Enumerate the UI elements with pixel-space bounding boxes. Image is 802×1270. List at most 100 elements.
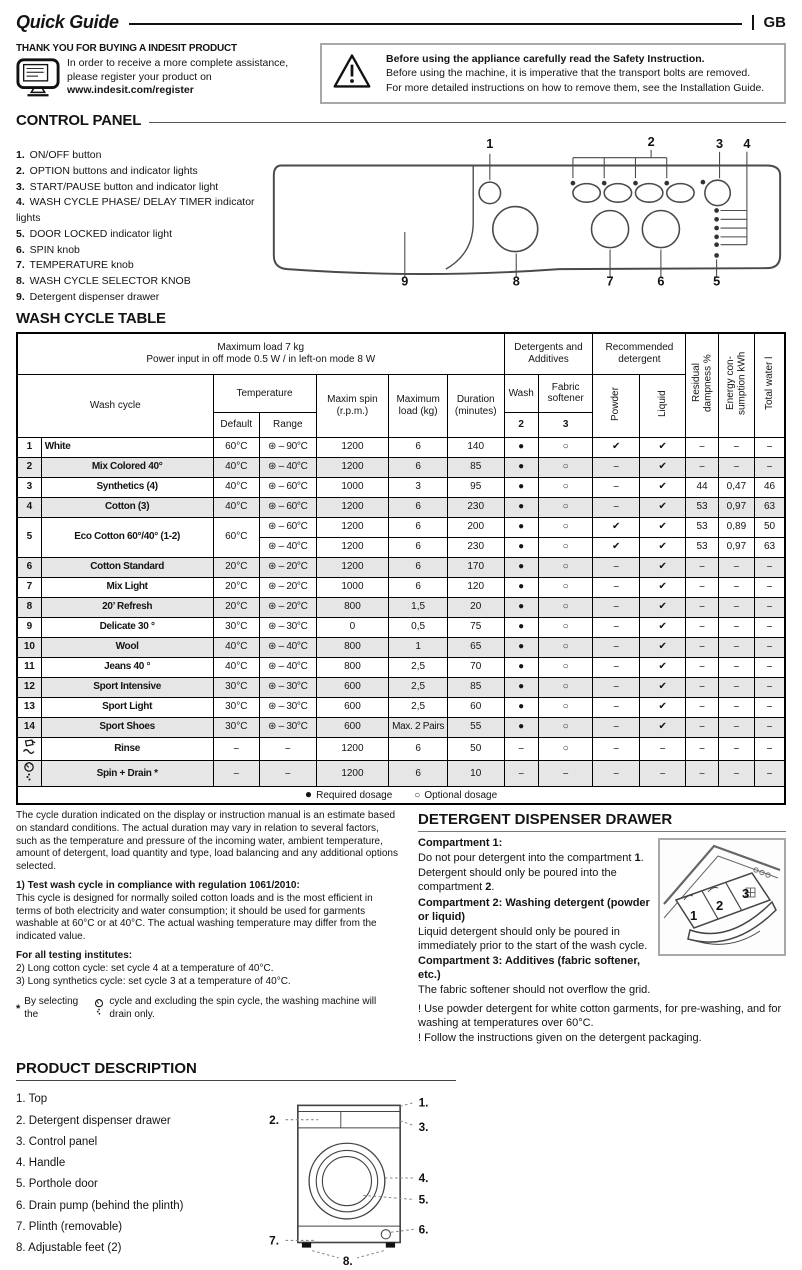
long-cotton-note: 2) Long cotton cycle: set cycle 4 at a t… xyxy=(16,962,274,974)
cycle-number-cell: 1 xyxy=(16,436,42,458)
wash-header: Wash xyxy=(503,374,539,413)
table-cell: 85 xyxy=(446,456,505,478)
control-panel-drawing: 1 2 3 4 9 8 7 6 5 xyxy=(272,135,782,289)
default-temp-cell: 30°C xyxy=(212,716,260,738)
drawer-label-2: 2 xyxy=(716,898,723,913)
table-cell: – xyxy=(592,616,640,638)
cycle-name-cell: Sport Shoes xyxy=(40,716,214,738)
table-cell: 0,5 xyxy=(388,616,448,638)
table-cell: 1200 xyxy=(315,760,390,787)
table-cell: ✔ xyxy=(638,696,687,718)
compartment2-text: Liquid detergent should only be poured i… xyxy=(418,925,648,952)
table-cell: ⊛ – 30°C xyxy=(258,616,317,638)
table-cell: 1 xyxy=(388,636,448,658)
table-cell: 1200 xyxy=(315,456,390,478)
table-cell: – xyxy=(685,760,719,787)
compartment1-line2: Detergent should only be poured into the… xyxy=(418,867,617,894)
table-cell: ○ xyxy=(537,476,594,498)
table-cell: ✔ xyxy=(638,516,687,538)
warning-triangle-icon xyxy=(332,52,372,95)
product-list-item: 7. Plinth (removable) xyxy=(16,1220,123,1233)
table-cell: – xyxy=(754,576,786,598)
table-cell: – xyxy=(592,476,640,498)
cycle-name-cell: Cotton Standard xyxy=(40,556,214,578)
table-cell: ✔ xyxy=(638,536,687,558)
panel-callout-5: 5 xyxy=(713,275,720,286)
table-cell: 2,5 xyxy=(388,676,448,698)
cycle-name-cell: Cotton (3) xyxy=(40,496,214,518)
spin-drain-icon xyxy=(24,762,35,781)
table-cell: 600 xyxy=(315,716,390,738)
table-cell: – xyxy=(592,636,640,658)
residual-dampness-header: Residual dampness % xyxy=(685,332,719,438)
table-cell: ⊛ – 20°C xyxy=(258,556,317,578)
table-cell: – xyxy=(592,716,640,738)
max-load-note: Maximum load 7 kg xyxy=(217,342,305,354)
table-cell: 2,5 xyxy=(388,656,448,678)
section-rule xyxy=(149,121,786,123)
table-cell: ✔ xyxy=(638,496,687,518)
table-cell: 230 xyxy=(446,496,505,518)
table-cell: 53 xyxy=(685,516,719,538)
default-temp-cell: 40°C xyxy=(212,476,260,498)
total-water-header: Total water l xyxy=(754,332,786,438)
control-panel-list-item: 1. ON/OFF button xyxy=(16,149,102,161)
drain-note-suffix: cycle and excluding the spin cycle, the … xyxy=(109,996,377,1021)
regulation-note-text: This cycle is designed for normally soil… xyxy=(16,892,377,943)
table-cell: – xyxy=(258,736,317,761)
table-cell: – xyxy=(685,576,719,598)
control-panel-list-item: 6. SPIN knob xyxy=(16,243,80,256)
table-cell: 200 xyxy=(446,516,505,538)
cycle-number-cell: 7 xyxy=(16,576,42,598)
cycle-number-cell: 3 xyxy=(16,476,42,498)
panel-callout-9: 9 xyxy=(401,275,408,286)
register-link: www.indesit.com/register xyxy=(67,84,194,97)
long-synthetics-note: 3) Long synthetics cycle: set cycle 3 at… xyxy=(16,975,291,987)
panel-callout-6: 6 xyxy=(657,275,664,286)
table-cell: ⊛ – 40°C xyxy=(258,456,317,478)
register-monitor-icon xyxy=(16,57,60,104)
warning-line3: For more detailed instructions on how to… xyxy=(386,81,765,94)
product-description-title: PRODUCT DESCRIPTION xyxy=(16,1060,456,1082)
thanks-text: In order to receive a more complete assi… xyxy=(67,57,288,104)
drain-note-prefix: By selecting the xyxy=(24,996,79,1021)
table-cell: 44 xyxy=(685,476,719,498)
table-cell: 0,89 xyxy=(717,516,756,538)
table-cell: 6 xyxy=(388,576,448,598)
table-cell: 1200 xyxy=(315,736,390,761)
washer-callout-2: 2. xyxy=(269,1114,279,1127)
table-cell: 70 xyxy=(446,656,505,678)
table-cell: 120 xyxy=(446,576,505,598)
table-cell: 65 xyxy=(446,636,505,658)
default-temp-cell: 40°C xyxy=(212,656,260,678)
table-cell: ⊛ – 60°C xyxy=(258,496,317,518)
max-load-header: Maximum load (kg) xyxy=(388,374,448,438)
wash-cycle-row: 7 Mix Light 20°C ⊛ – 20°C 1000 6 120 ● ○ – ✔ – – – xyxy=(16,576,786,598)
table-cell: ● xyxy=(503,496,539,518)
cycle-number-cell: 8 xyxy=(16,596,42,618)
table-cell: ● xyxy=(503,516,539,538)
table-cell: 1200 xyxy=(315,536,390,558)
table-cell: ⊛ – 30°C xyxy=(258,716,317,738)
rinse-icon xyxy=(22,738,36,754)
default-temp-cell: 40°C xyxy=(212,456,260,478)
thanks-line1: In order to receive a more complete assi… xyxy=(67,57,289,69)
cycle-number-cell: 11 xyxy=(16,656,42,678)
table-cell: ○ xyxy=(537,676,594,698)
table-cell: ✔ xyxy=(638,636,687,658)
warning-bold-line: Before using the appliance carefully rea… xyxy=(386,53,705,66)
default-temp-cell: 30°C xyxy=(212,696,260,718)
table-cell: ✔ xyxy=(638,716,687,738)
table-cell: 46 xyxy=(754,476,786,498)
table-cell: ● xyxy=(503,636,539,658)
table-cell: 140 xyxy=(446,436,505,458)
drain-only-note: * By selecting the cycle and excluding t… xyxy=(16,996,400,1022)
table-cell: – xyxy=(592,556,640,578)
table-cell: ○ xyxy=(537,636,594,658)
table-cell: – xyxy=(717,696,756,718)
table-cell: ○ xyxy=(537,436,594,458)
table-cell: – xyxy=(754,636,786,658)
washer-callout-8: 8. xyxy=(343,1255,353,1265)
table-cell: 63 xyxy=(754,496,786,518)
liquid-header: Liquid xyxy=(638,374,687,438)
